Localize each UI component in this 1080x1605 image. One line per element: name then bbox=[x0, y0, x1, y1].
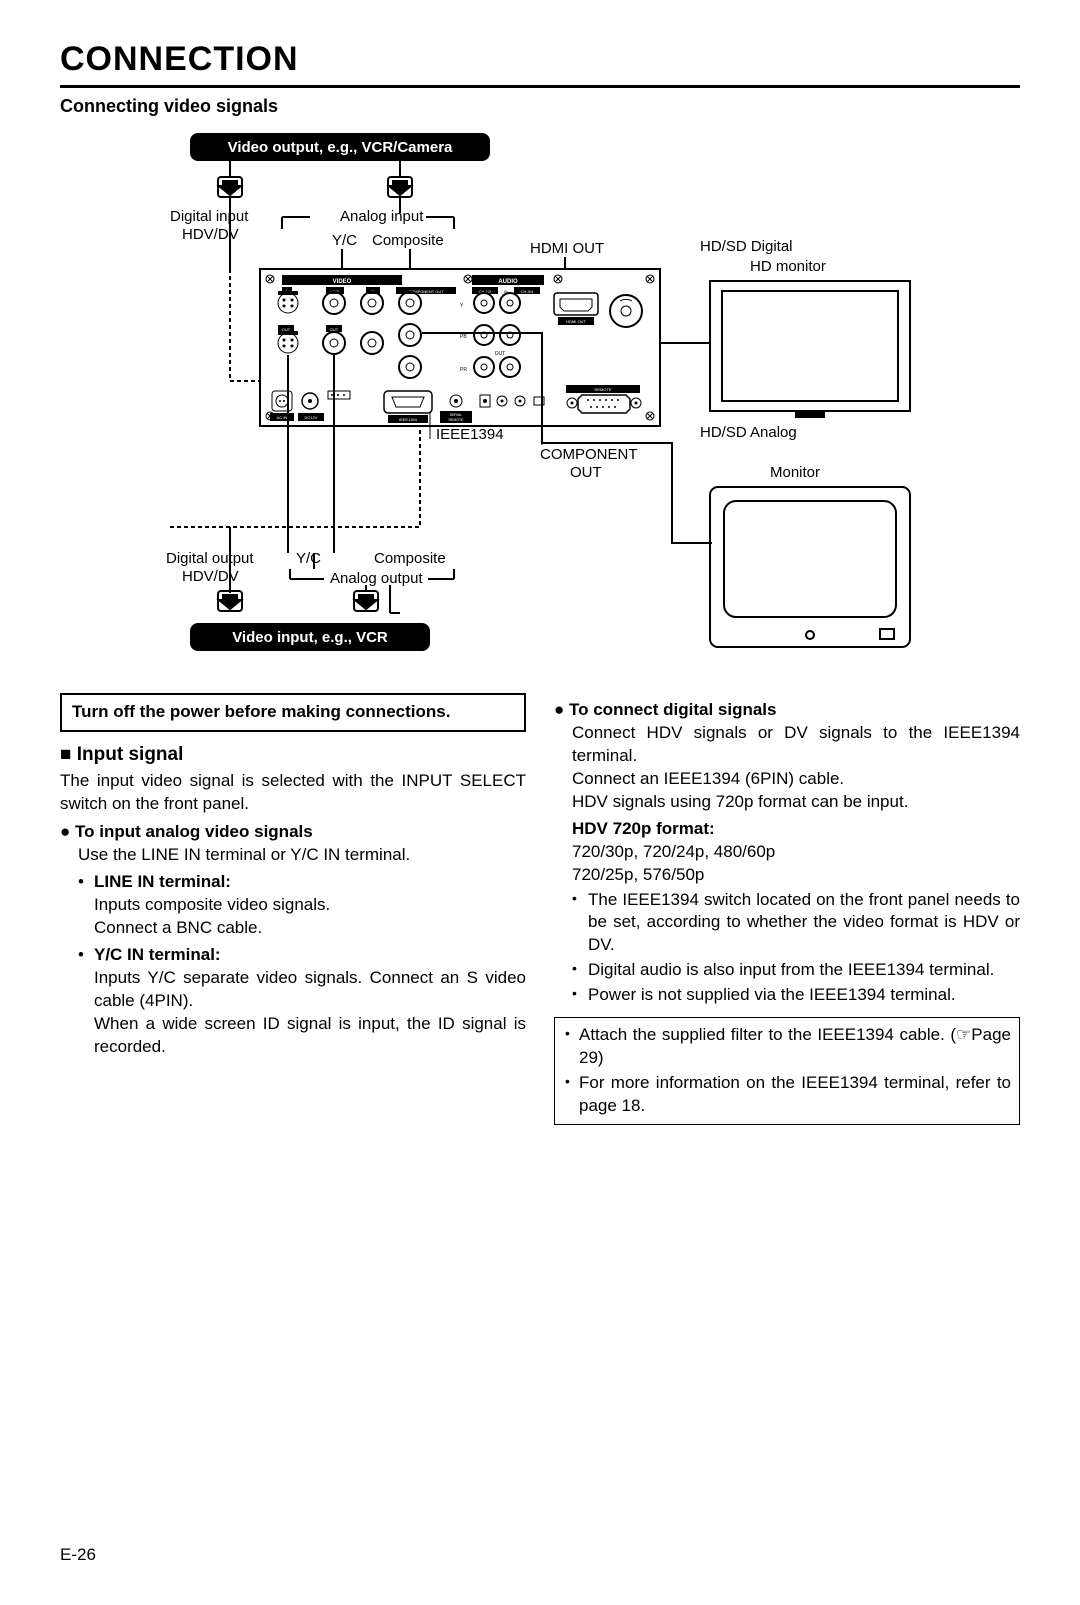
svg-text:HDMI OUT: HDMI OUT bbox=[566, 319, 586, 324]
diagram-top-box: Video output, e.g., VCR/Camera bbox=[228, 139, 453, 156]
lbl-hdsd-digital: HD/SD Digital bbox=[700, 238, 793, 255]
svg-text:OUT: OUT bbox=[495, 351, 506, 357]
lbl-analog-input: Analog input bbox=[340, 208, 424, 225]
lbl-ieee1394: IEEE1394 bbox=[436, 426, 504, 443]
page-number: E-26 bbox=[60, 1545, 1020, 1565]
lbl-hdv-dv-bot: HDV/DV bbox=[182, 568, 239, 585]
hdv-l2: 720/25p, 576/50p bbox=[554, 864, 1020, 887]
hdv-l1: 720/30p, 720/24p, 480/60p bbox=[554, 841, 1020, 864]
heading-digital-connect: ● To connect digital signals bbox=[554, 699, 1020, 722]
svg-text:AUDIO: AUDIO bbox=[498, 279, 518, 285]
power-warning-box: Turn off the power before making connec­… bbox=[60, 693, 526, 732]
digital-bullet-2: Digital audio is also input from the IEE… bbox=[588, 959, 1020, 982]
li-yc-in: Y/C IN terminal: Inputs Y/C separate vid… bbox=[94, 944, 526, 1059]
svg-text:PB: PB bbox=[460, 334, 467, 340]
section-subtitle: Connecting video signals bbox=[60, 96, 1020, 117]
digital-bullet-1: The IEEE1394 switch located on the front… bbox=[588, 889, 1020, 958]
heading-input-signal: ■ Input signal bbox=[60, 742, 526, 768]
lbl-monitor: Monitor bbox=[770, 464, 820, 481]
lbl-hdsd-analog: HD/SD Analog bbox=[700, 424, 797, 441]
svg-text:IEEE1394: IEEE1394 bbox=[399, 417, 418, 422]
left-column: Turn off the power before making connec­… bbox=[60, 693, 526, 1125]
svg-text:CH-3/4: CH-3/4 bbox=[521, 289, 534, 294]
title-rule bbox=[60, 85, 1020, 88]
note-1: Attach the supplied filter to the IEEE13… bbox=[579, 1024, 1011, 1070]
digital-p1: Connect HDV signals or DV signals to the… bbox=[554, 722, 1020, 768]
svg-text:DC12V: DC12V bbox=[305, 415, 318, 420]
lbl-composite-top: Composite bbox=[372, 232, 444, 249]
rear-panel: VIDEO AUDIO IN LINE IN COMPONENT OUT CH-… bbox=[260, 269, 660, 426]
lbl-component-out-2: OUT bbox=[570, 464, 602, 481]
lbl-component-out-1: COMPONENT bbox=[540, 446, 638, 463]
svg-text:PR: PR bbox=[460, 367, 467, 373]
lbl-digital-input: Digital input bbox=[170, 208, 249, 225]
lbl-analog-output: Analog output bbox=[330, 570, 423, 587]
lbl-yc-top: Y/C bbox=[332, 232, 357, 249]
svg-text:AC IN: AC IN bbox=[277, 415, 288, 420]
note-2: For more information on the IEEE1394 ter… bbox=[579, 1072, 1011, 1118]
lbl-hdmi-out: HDMI OUT bbox=[530, 240, 604, 257]
lbl-hdv-dv-top: HDV/DV bbox=[182, 226, 239, 243]
digital-p3: HDV signals using 720p format can be inp… bbox=[554, 791, 1020, 814]
li-line-in: LINE IN terminal: Inputs composite video… bbox=[94, 871, 526, 940]
svg-text:REMOTE: REMOTE bbox=[594, 387, 611, 392]
connection-diagram: Video output, e.g., VCR/Camera Digital i… bbox=[60, 133, 1020, 673]
sd-monitor-icon bbox=[710, 487, 910, 647]
page-title: CONNECTION bbox=[60, 40, 1020, 79]
lbl-hd-monitor: HD monitor bbox=[750, 258, 826, 275]
note-box: Attach the supplied filter to the IEEE13… bbox=[554, 1017, 1020, 1125]
digital-p2: Connect an IEEE1394 (6PIN) cable. bbox=[554, 768, 1020, 791]
analog-desc: Use the LINE IN terminal or Y/C IN termi… bbox=[60, 844, 526, 867]
right-column: ● To connect digital signals Connect HDV… bbox=[554, 693, 1020, 1125]
hdv-format-head: HDV 720p format: bbox=[554, 818, 1020, 841]
svg-text:REMOTE: REMOTE bbox=[449, 418, 465, 422]
lbl-digital-output: Digital output bbox=[166, 550, 254, 567]
input-signal-desc: The input video signal is selected with … bbox=[60, 770, 526, 816]
diagram-bottom-box: Video input, e.g., VCR bbox=[232, 629, 388, 646]
hd-monitor-icon bbox=[710, 281, 910, 417]
svg-text:SERIAL: SERIAL bbox=[450, 413, 463, 417]
digital-bullet-3: Power is not supplied via the IEEE1394 t… bbox=[588, 984, 1020, 1007]
heading-analog-input: ● To input analog video signals bbox=[60, 821, 526, 844]
svg-text:VIDEO: VIDEO bbox=[333, 279, 352, 285]
lbl-yc-bot: Y/C bbox=[296, 550, 321, 567]
lbl-composite-bot: Composite bbox=[374, 550, 446, 567]
